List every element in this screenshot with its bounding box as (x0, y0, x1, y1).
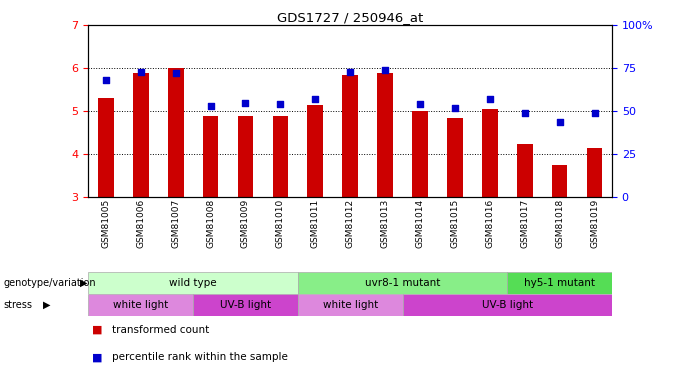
Bar (203, 116, 218, 197)
Point (554, 118, 565, 124)
Point (135, 69, 146, 75)
Text: genotype/variation: genotype/variation (3, 278, 96, 288)
Bar (412, 111, 428, 197)
Bar (377, 72, 393, 197)
Bar (587, 148, 602, 197)
Point (520, 110, 530, 116)
Text: wild type: wild type (169, 278, 217, 288)
Bar (193, 294, 298, 316)
Point (345, 69, 356, 75)
Text: stress: stress (3, 300, 33, 310)
Point (589, 110, 600, 116)
Text: white light: white light (322, 300, 378, 310)
Bar (551, 165, 568, 197)
Text: uvr8-1 mutant: uvr8-1 mutant (365, 278, 440, 288)
Bar (342, 75, 358, 197)
Bar (88, 294, 193, 316)
Bar (98, 98, 114, 197)
Point (275, 101, 286, 107)
Text: ▶: ▶ (80, 278, 88, 288)
Bar (273, 116, 288, 197)
Point (484, 96, 495, 102)
Bar (517, 144, 532, 197)
Point (415, 101, 426, 107)
Text: UV-B light: UV-B light (481, 300, 533, 310)
Text: percentile rank within the sample: percentile rank within the sample (112, 352, 288, 363)
Bar (237, 116, 254, 197)
Bar (307, 105, 323, 197)
Point (379, 67, 390, 73)
Point (205, 103, 216, 109)
Point (310, 96, 321, 102)
Bar (298, 272, 507, 294)
Bar (133, 72, 149, 197)
Text: ▶: ▶ (43, 300, 50, 310)
Point (240, 100, 251, 106)
Bar (298, 294, 403, 316)
Text: UV-B light: UV-B light (220, 300, 271, 310)
Text: ■: ■ (92, 352, 102, 363)
Bar (482, 109, 498, 197)
Bar (88, 272, 298, 294)
Text: transformed count: transformed count (112, 325, 209, 335)
Text: hy5-1 mutant: hy5-1 mutant (524, 278, 595, 288)
Bar (403, 294, 612, 316)
Text: ■: ■ (92, 325, 102, 335)
Title: GDS1727 / 250946_at: GDS1727 / 250946_at (277, 11, 424, 24)
Point (449, 105, 460, 111)
Point (101, 77, 112, 83)
Bar (168, 68, 184, 197)
Point (170, 70, 181, 76)
Bar (507, 272, 612, 294)
Text: white light: white light (113, 300, 169, 310)
Bar (447, 118, 463, 197)
